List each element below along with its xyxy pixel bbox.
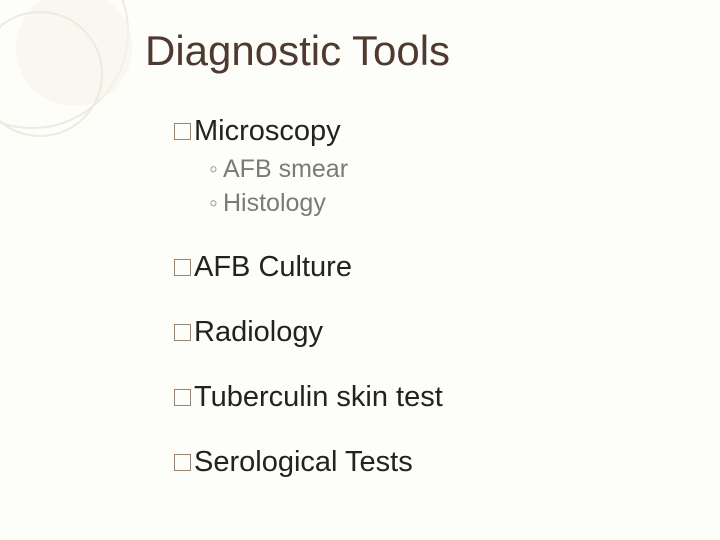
list-item: AFB Culture <box>175 250 720 285</box>
item-head-radiology: Radiology <box>175 315 485 350</box>
sublist: ◦AFB smear ◦Histology <box>175 149 720 221</box>
item-head-afb-culture: AFB Culture <box>175 250 485 285</box>
item-label: Serological Tests <box>194 446 413 478</box>
slide-title: Diagnostic Tools <box>0 28 720 74</box>
list-item: Microscopy ◦AFB smear ◦Histology <box>175 114 720 220</box>
item-head-tuberculin: Tuberculin skin test <box>175 380 485 415</box>
list-item: Serological Tests <box>175 445 720 480</box>
slide: Diagnostic Tools Microscopy ◦AFB smear ◦… <box>0 0 720 540</box>
sub-bullet-icon: ◦ <box>209 187 217 221</box>
item-head-serological: Serological Tests <box>175 445 485 480</box>
square-bullet-icon <box>175 455 190 470</box>
subitem: ◦Histology <box>209 187 720 221</box>
square-bullet-icon <box>175 124 190 139</box>
subitem-label: AFB smear <box>223 155 348 183</box>
slide-content: Microscopy ◦AFB smear ◦Histology AFB Cul… <box>0 74 720 479</box>
list-item: Tuberculin skin test <box>175 380 720 415</box>
subitem-label: Histology <box>223 189 326 217</box>
subitem: ◦AFB smear <box>209 153 720 187</box>
square-bullet-icon <box>175 390 190 405</box>
item-label: AFB Culture <box>194 251 352 283</box>
sub-bullet-icon: ◦ <box>209 153 217 187</box>
item-label: Tuberculin skin test <box>194 381 443 413</box>
square-bullet-icon <box>175 325 190 340</box>
item-label: Radiology <box>194 316 323 348</box>
item-label: Microscopy <box>194 115 341 147</box>
square-bullet-icon <box>175 260 190 275</box>
list-item: Radiology <box>175 315 720 350</box>
item-head-microscopy: Microscopy <box>175 114 485 149</box>
